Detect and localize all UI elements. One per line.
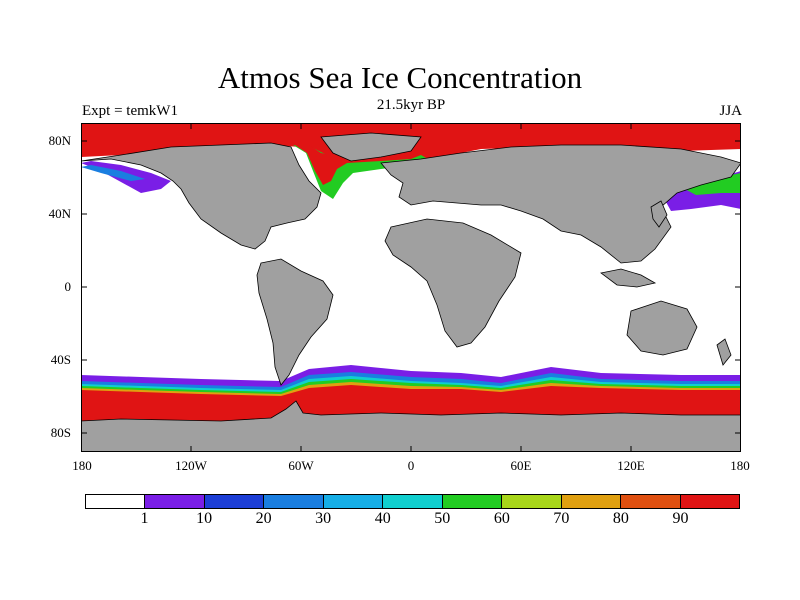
south-america-land: [256, 258, 334, 386]
southern-ice-band: [81, 365, 741, 423]
colorbar-cell-9: [621, 495, 681, 508]
colorbar-label-30: 30: [315, 510, 332, 527]
map-title: Atmos Sea Ice Concentration: [217, 60, 583, 95]
x-tick-60e: 60E: [510, 458, 532, 473]
x-tick-60w: 60W: [288, 458, 314, 473]
sea-ice-map: [81, 123, 741, 452]
season-label: JJA: [719, 103, 742, 119]
experiment-label: Expt = temkW1: [82, 103, 178, 119]
map-ticks: [81, 123, 741, 452]
colorbar-cell-6: [442, 495, 503, 508]
continents: [81, 132, 741, 386]
y-tick-80n: 80N: [48, 133, 71, 148]
colorbar-cell-0: [86, 495, 146, 508]
colorbar-label-90: 90: [672, 510, 689, 527]
x-tick-180e: 180: [730, 458, 750, 473]
new-zealand-land: [716, 338, 732, 366]
x-tick-120e: 120E: [617, 458, 645, 473]
y-tick-80s: 80S: [50, 425, 71, 440]
colorbar-cell-1: [145, 495, 205, 508]
greenland-land: [320, 132, 422, 162]
x-tick-120w: 120W: [175, 458, 207, 473]
colorbar-cell-10: [680, 495, 739, 508]
colorbar: [85, 494, 740, 509]
africa-land: [384, 218, 522, 348]
north-pacific-west-ice-inner: [81, 165, 145, 181]
colorbar-cell-4: [323, 495, 384, 508]
colorbar-cell-2: [204, 495, 265, 508]
indonesia-land: [600, 268, 657, 288]
colorbar-label-80: 80: [612, 510, 629, 527]
colorbar-label-10: 10: [196, 510, 213, 527]
colorbar-label-50: 50: [434, 510, 451, 527]
colorbar-label-1: 1: [140, 510, 149, 527]
map-panel: [81, 123, 741, 452]
colorbar-label-70: 70: [553, 510, 570, 527]
japan-land: [650, 200, 668, 228]
x-tick-180w: 180: [72, 458, 92, 473]
antarctica-land: [81, 400, 741, 452]
y-tick-40n: 40N: [48, 206, 71, 221]
map-subtitle: 21.5kyr BP: [376, 97, 446, 113]
north-america-land: [81, 142, 322, 250]
australia-land: [626, 300, 698, 356]
colorbar-label-40: 40: [374, 510, 391, 527]
colorbar-cell-5: [383, 495, 443, 508]
eurasia-land: [380, 144, 741, 264]
colorbar-label-60: 60: [493, 510, 510, 527]
y-tick-40s: 40S: [50, 352, 71, 367]
colorbar-cell-7: [502, 495, 562, 508]
x-tick-0: 0: [407, 458, 415, 473]
colorbar-cell-8: [561, 495, 622, 508]
colorbar-cell-3: [264, 495, 324, 508]
y-tick-0: 0: [64, 279, 72, 294]
southern-ice-full: [81, 385, 741, 423]
colorbar-label-20: 20: [255, 510, 272, 527]
